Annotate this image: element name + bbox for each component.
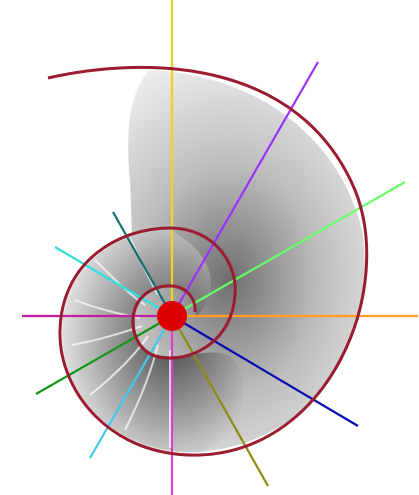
ray <box>171 315 269 487</box>
ray <box>171 315 359 427</box>
ray <box>171 181 406 317</box>
center-point <box>157 301 187 331</box>
ray <box>54 246 173 317</box>
spiral <box>47 65 369 457</box>
shell-inner <box>61 230 244 453</box>
ray-lines <box>22 0 418 495</box>
ray <box>171 61 319 317</box>
ray <box>112 211 173 317</box>
ray <box>89 315 173 459</box>
ray <box>35 315 173 395</box>
